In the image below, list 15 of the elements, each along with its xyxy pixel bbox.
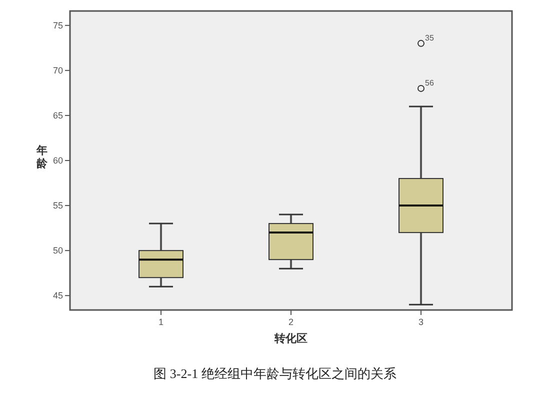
x-axis-title: 转化区: [274, 332, 308, 345]
y-tick-label: 75: [52, 20, 63, 30]
annotation: 35: [425, 33, 434, 42]
y-tick-label: 50: [52, 246, 63, 256]
x-tick-label: 1: [158, 317, 164, 327]
y-tick-label: 55: [52, 200, 63, 211]
caption: 图 3-2-1 绝经组中年龄与转化区之间的关系: [154, 366, 396, 381]
y-tick-label: 65: [52, 110, 63, 120]
annotation: 56: [425, 78, 434, 88]
y-axis-title: 年龄: [36, 144, 48, 170]
x-tick-label: 2: [288, 317, 294, 327]
y-tick-label: 70: [52, 65, 63, 76]
y-tick-label: 60: [52, 156, 63, 166]
y-tick-label: 45: [52, 290, 63, 301]
x-tick-label: 3: [418, 317, 424, 327]
